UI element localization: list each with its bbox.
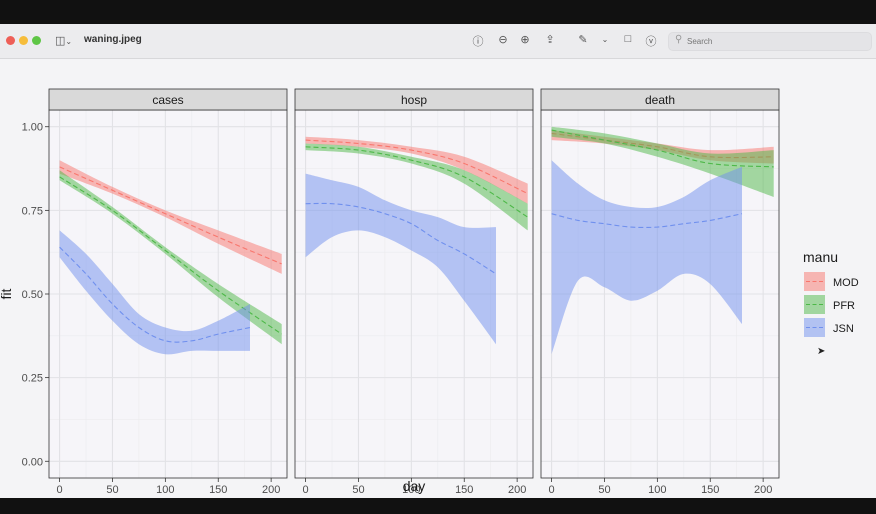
mouse-cursor: ➤	[817, 346, 826, 357]
x-tick-label: 0	[57, 484, 63, 496]
minimize-window-button[interactable]	[19, 36, 28, 45]
annotate-icon[interactable]: ⓥ	[645, 36, 657, 48]
search-field[interactable]: ⚲	[668, 32, 872, 51]
legend-label-jsn: JSN	[833, 323, 854, 335]
chevron-down-icon[interactable]: ⌄	[601, 35, 609, 44]
x-tick-label: 150	[701, 484, 719, 496]
close-window-button[interactable]	[6, 36, 15, 45]
y-tick-label: 0.50	[22, 289, 43, 301]
ribbon-hosp-pfr	[305, 143, 528, 231]
sidebar-toggle-button[interactable]: ◫⌄	[55, 34, 72, 47]
ribbon-cases-pfr	[59, 170, 282, 345]
x-tick-label: 50	[352, 484, 364, 496]
fit-line-hosp-pfr	[305, 146, 528, 218]
legend-label-pfr: PFR	[833, 300, 855, 312]
x-tick-label: 200	[754, 484, 772, 496]
ribbon-hosp-jsn	[305, 173, 496, 345]
facet-strip-label-hosp: hosp	[401, 93, 427, 107]
preview-window: ◫⌄ waning.jpeg ⓘ ⊖ ⊕ ⇪ ✎ ⌄ □ ⓥ ⚲ cases05…	[0, 24, 876, 498]
fit-line-cases-jsn	[59, 246, 251, 343]
facet-strip-label-cases: cases	[152, 93, 183, 107]
rotate-icon[interactable]: □	[624, 33, 632, 45]
fit-line-cases-pfr	[59, 176, 283, 335]
x-tick-label: 0	[303, 484, 309, 496]
faceted-waning-chart: cases 0 50 100 150 200 hosp 0 50 100 150 200 death 0 5…	[0, 88, 859, 496]
markup-pen-icon[interactable]: ✎	[578, 34, 588, 46]
x-tick-label: 50	[598, 484, 610, 496]
fit-line-death-pfr	[551, 129, 774, 168]
zoom-in-icon[interactable]: ⊕	[520, 34, 530, 46]
share-icon[interactable]: ⇪	[545, 34, 555, 46]
search-icon: ⚲	[675, 34, 683, 45]
x-axis-title: day	[403, 478, 426, 494]
sidebar-icon: ◫	[55, 35, 66, 47]
ribbon-cases-jsn	[59, 230, 250, 355]
ribbon-cases-mod	[59, 160, 282, 274]
fit-line-cases-mod	[59, 166, 282, 265]
facet-strip	[294, 88, 534, 111]
legend-title: manu	[803, 249, 838, 265]
zoom-window-button[interactable]	[32, 36, 41, 45]
zoom-out-icon[interactable]: ⊖	[498, 34, 508, 46]
x-tick-label: 100	[156, 484, 174, 496]
facet-strip-label-death: death	[645, 93, 675, 107]
x-tick-label: 150	[455, 484, 473, 496]
x-tick-label: 200	[262, 484, 280, 496]
ribbon-death-pfr	[551, 126, 774, 197]
chevron-down-icon: ⌄	[65, 37, 73, 46]
x-tick-label: 200	[508, 484, 526, 496]
y-tick-label: 0.00	[22, 456, 43, 468]
info-icon[interactable]: ⓘ	[472, 36, 484, 48]
fit-line-hosp-mod	[305, 139, 528, 195]
x-tick-label: 0	[549, 484, 555, 496]
window-title: waning.jpeg	[84, 34, 142, 45]
x-tick-label: 100	[402, 484, 420, 496]
search-input[interactable]	[687, 34, 867, 48]
x-tick-label: 100	[648, 484, 666, 496]
facet-strip	[48, 88, 288, 111]
y-tick-label: 0.25	[22, 373, 43, 385]
ribbon-death-jsn	[551, 160, 742, 355]
x-tick-label: 150	[209, 484, 227, 496]
y-tick-label: 1.00	[22, 122, 43, 134]
y-axis-title: fit	[0, 288, 14, 299]
y-tick-label: 0.75	[22, 205, 43, 217]
legend-label-mod: MOD	[833, 277, 859, 289]
x-tick-label: 50	[106, 484, 118, 496]
facet-strip	[540, 88, 780, 111]
title-bar: ◫⌄ waning.jpeg ⓘ ⊖ ⊕ ⇪ ✎ ⌄ □ ⓥ ⚲	[0, 24, 876, 59]
ribbon-hosp-mod	[305, 136, 528, 204]
fit-line-hosp-jsn	[305, 202, 497, 275]
